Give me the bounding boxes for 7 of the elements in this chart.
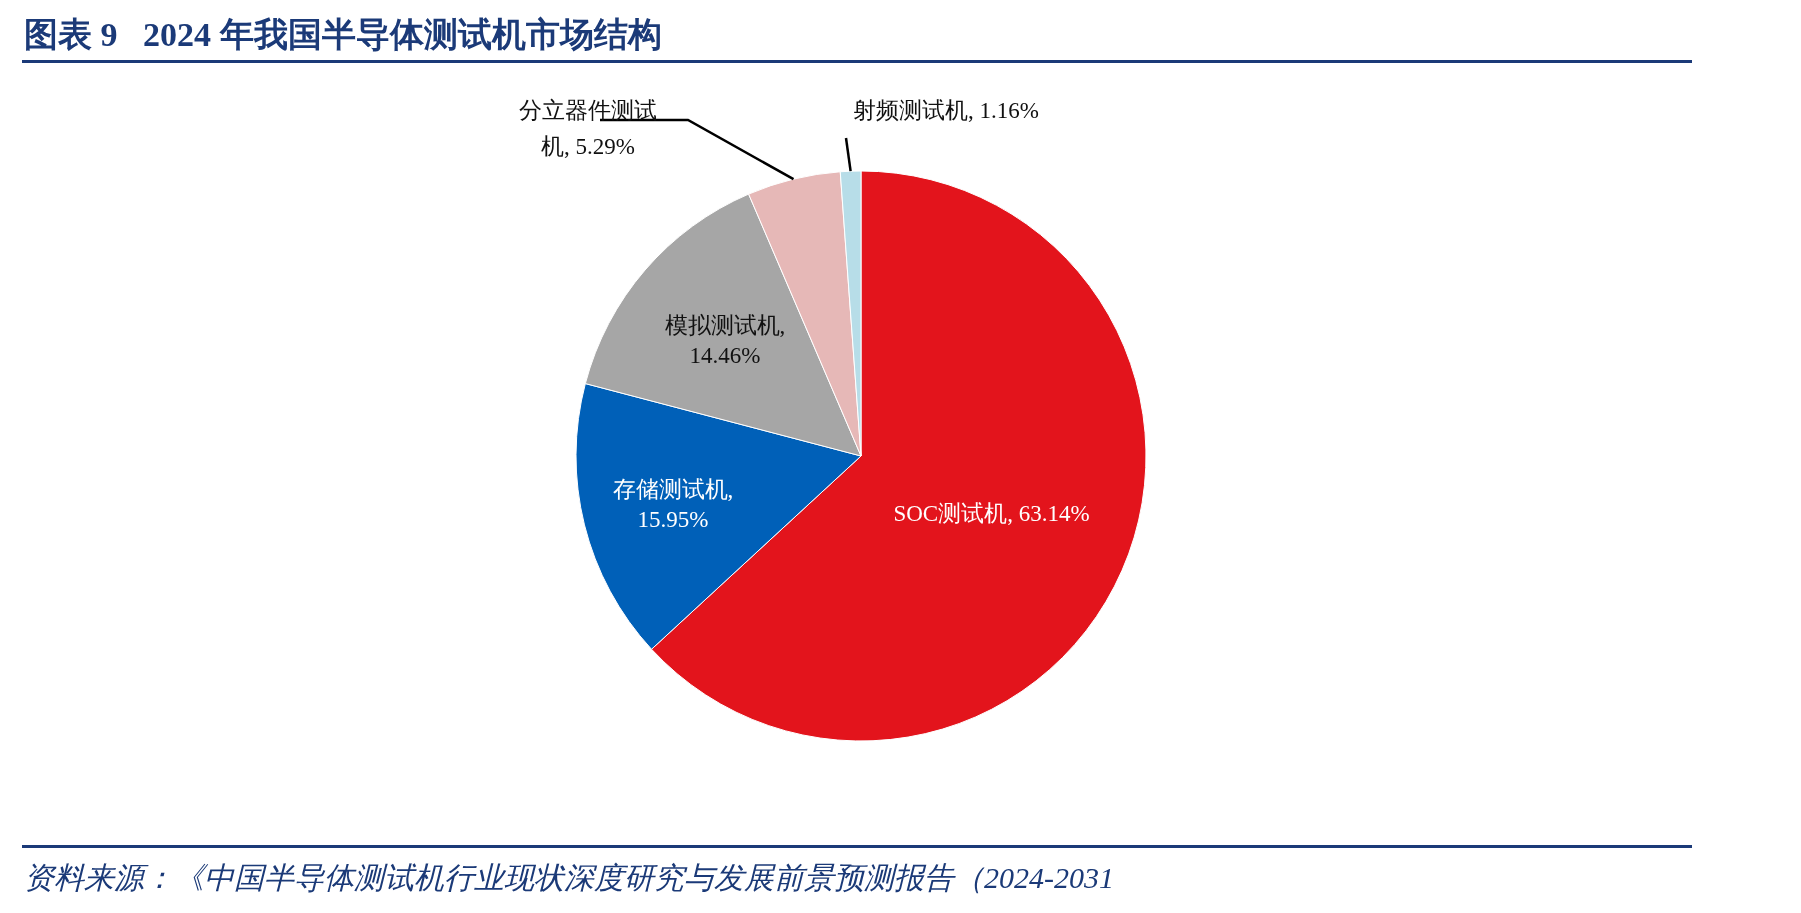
slice-label: 模拟测试机, 14.46% [664,312,786,368]
slice-label: SOC测试机, 63.14% [893,501,1090,527]
slice-label: 存储测试机, 15.95% [612,476,734,532]
chart-title: 图表 9 2024 年我国半导体测试机市场结构 [24,15,662,55]
text: 资料来源：《中国半导体测试机行业现状深度研究与发展前景预测报告（2024-2031 [24,860,1114,896]
slice-label: 分立器件测试机, 5.29% [519,98,657,159]
slice-label: 射频测试机, 1.16% [853,98,1039,123]
